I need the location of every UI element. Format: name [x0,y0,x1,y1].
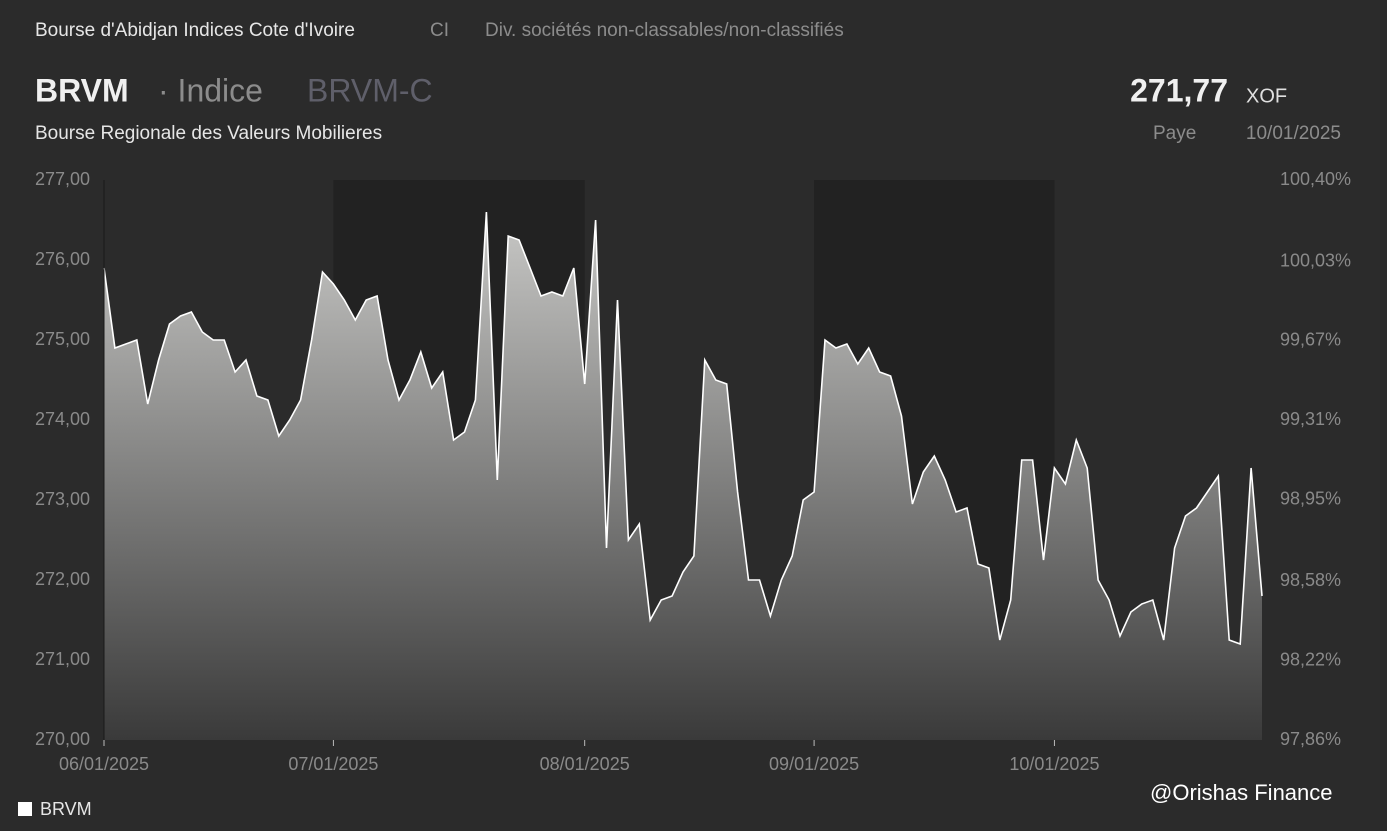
x-tick-label: 08/01/2025 [540,754,630,774]
date: 10/01/2025 [1246,123,1341,144]
watermark: @Orishas Finance [1150,780,1333,805]
x-tick-label: 07/01/2025 [288,754,378,774]
y2-tick-label: 98,58% [1280,570,1341,590]
legend-label[interactable]: BRVM [40,799,92,819]
y2-tick-label: 97,86% [1280,729,1341,749]
y-tick-label: 272,00 [35,569,90,589]
country: CI [430,20,449,41]
y-tick-label: 273,00 [35,489,90,509]
legend-swatch [18,802,32,816]
y2-tick-label: 99,31% [1280,409,1341,429]
y-tick-label: 271,00 [35,649,90,669]
x-tick-label: 10/01/2025 [1009,754,1099,774]
full-name: Bourse Regionale des Valeurs Mobilieres [35,123,382,144]
y-tick-label: 276,00 [35,249,90,269]
symbol: BRVM [35,72,129,108]
y2-tick-label: 100,40% [1280,169,1351,189]
y2-tick-label: 99,67% [1280,330,1341,350]
y-tick-label: 274,00 [35,409,90,429]
sector: Div. sociétés non-classables/non-classif… [485,20,844,41]
x-tick-label: 09/01/2025 [769,754,859,774]
currency: XOF [1246,85,1287,107]
area [104,212,1262,740]
x-tick-label: 06/01/2025 [59,754,149,774]
price: 271,77 [1130,72,1228,108]
line [103,211,1263,646]
exchange: Bourse d'Abidjan Indices Cote d'Ivoire [35,20,355,41]
kind: · Indice [158,72,263,108]
y-tick-label: 270,00 [35,729,90,749]
y2-tick-label: 100,03% [1280,250,1351,270]
y2-tick-label: 98,22% [1280,649,1341,669]
country-name: Paye [1153,123,1196,144]
y-tick-label: 277,00 [35,169,90,189]
index-code: BRVM-C [307,72,433,108]
y2-tick-label: 98,95% [1280,488,1341,508]
y-tick-label: 275,00 [35,329,90,349]
